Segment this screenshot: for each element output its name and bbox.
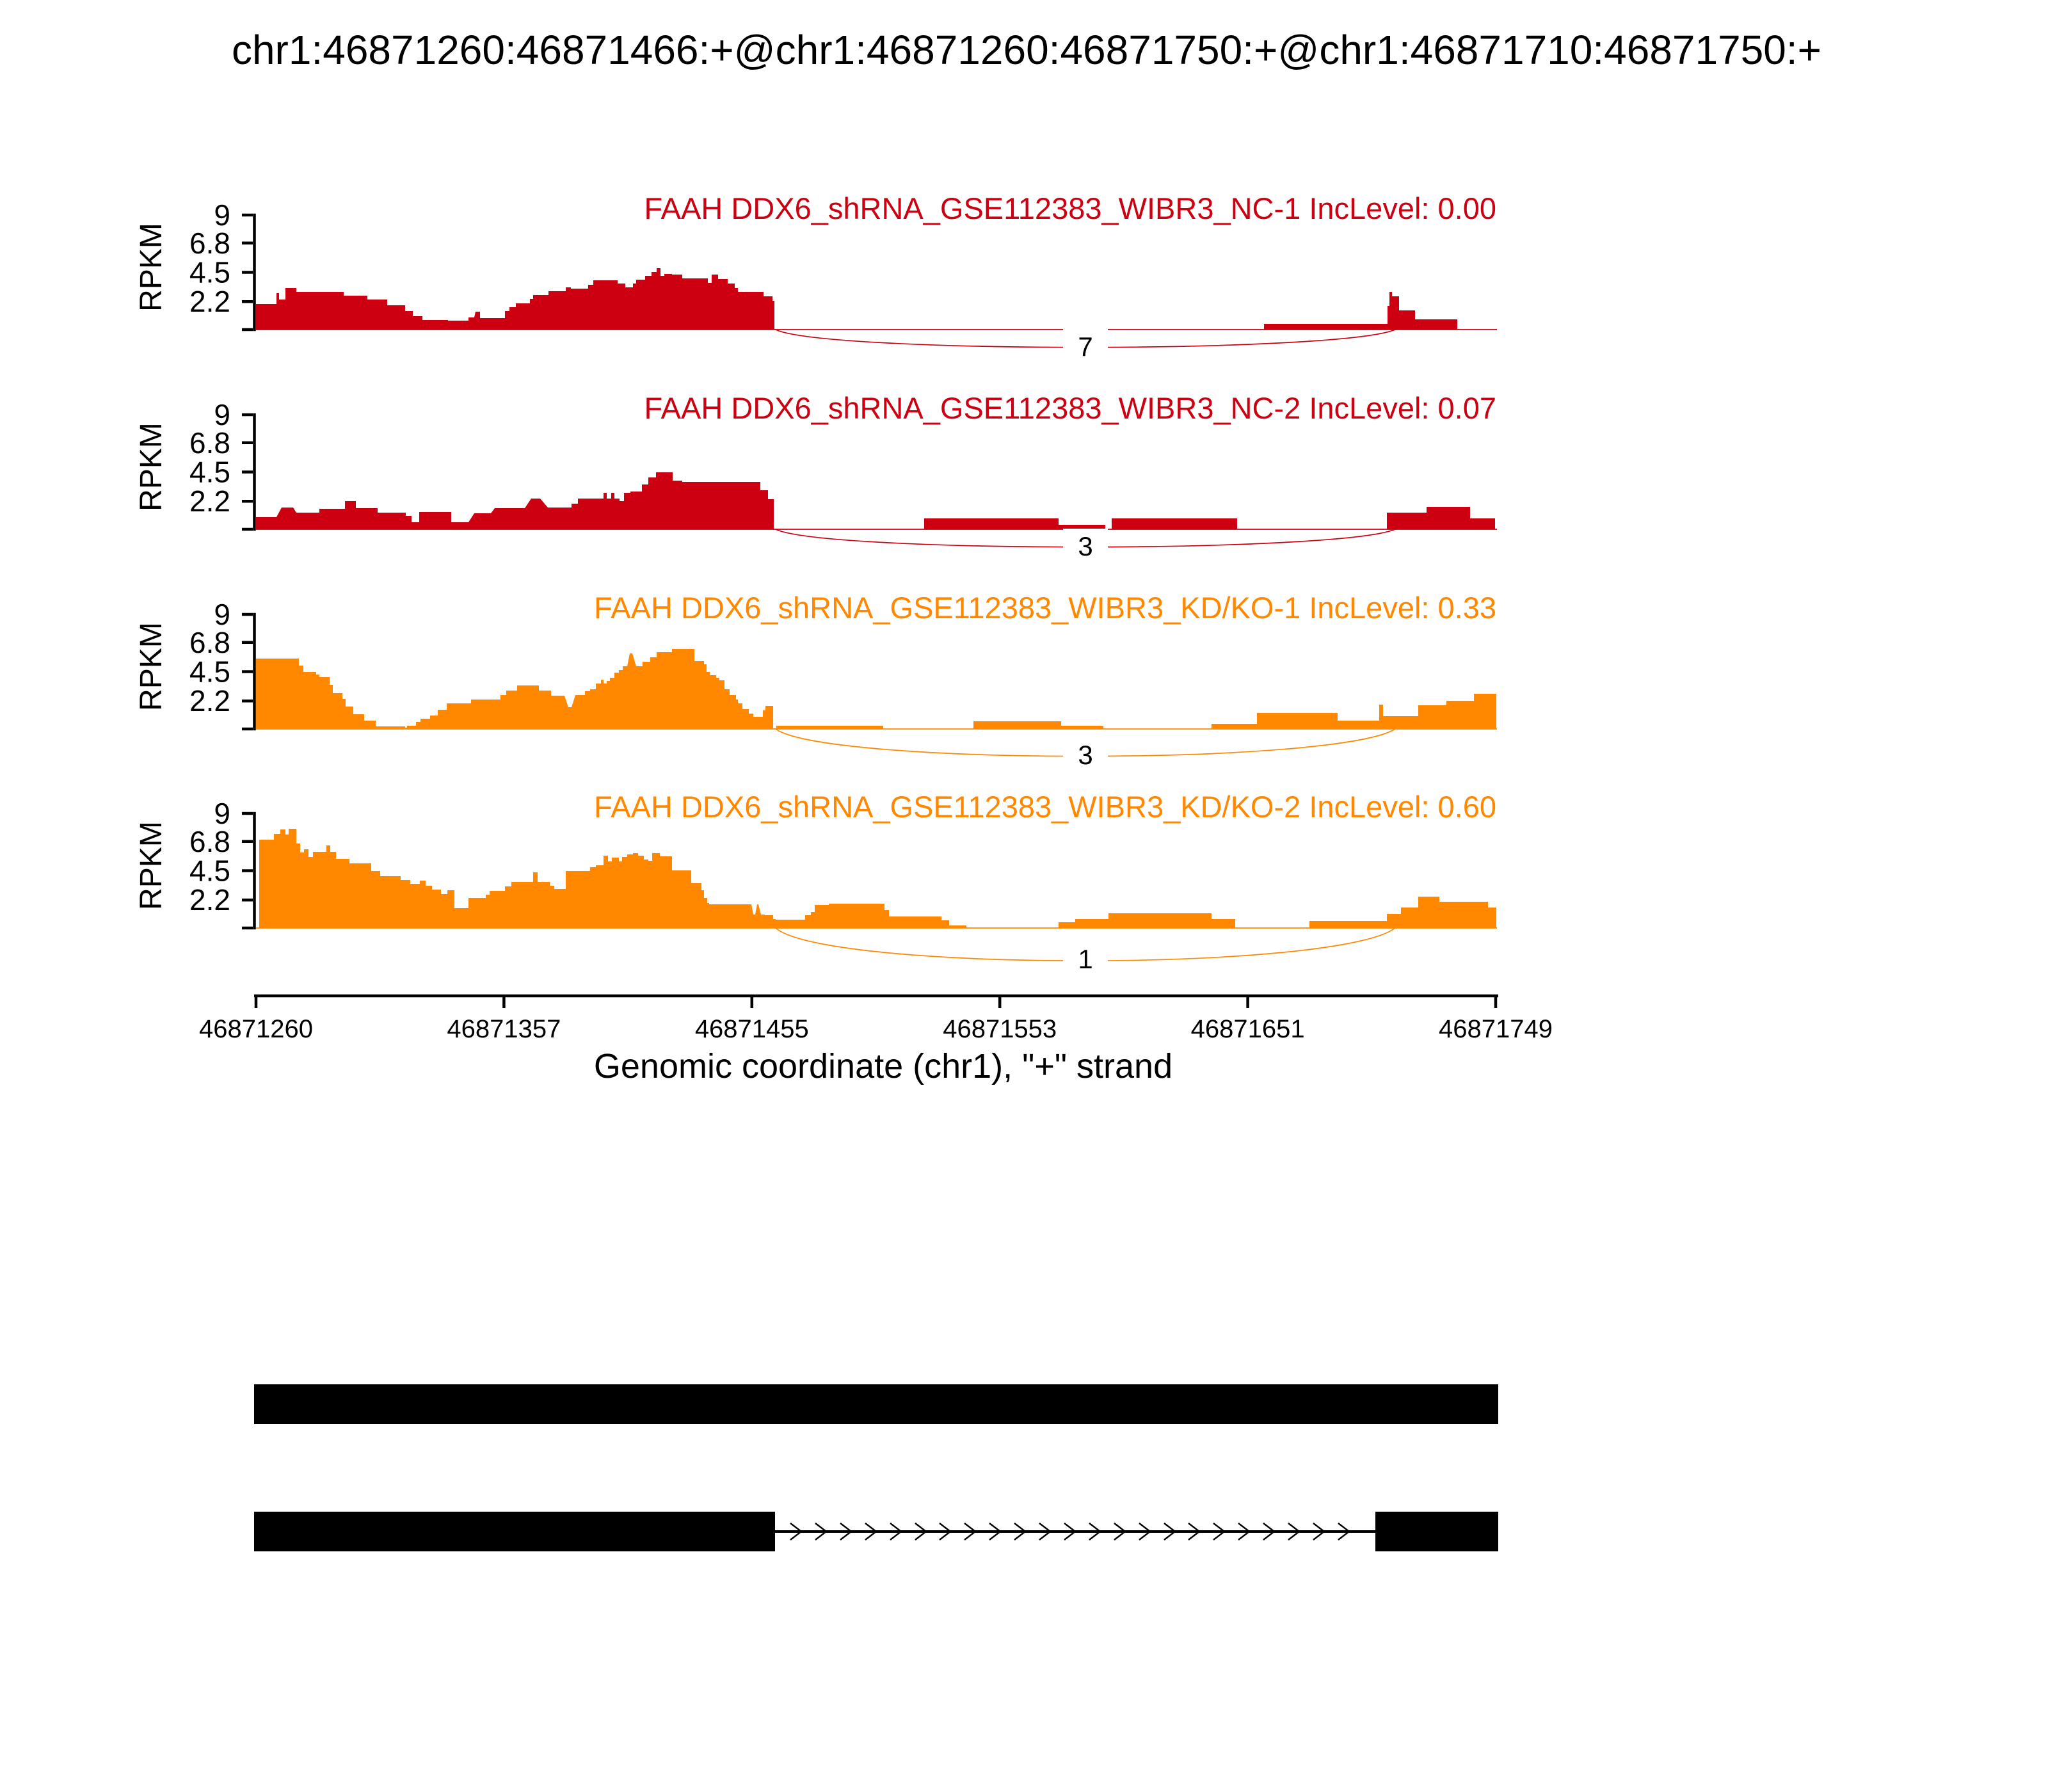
- svg-text:3: 3: [1078, 531, 1092, 561]
- svg-text:9: 9: [214, 398, 230, 431]
- svg-text:FAAH DDX6_shRNA_GSE112383_WIBR: FAAH DDX6_shRNA_GSE112383_WIBR3_KD/KO-2 …: [594, 790, 1496, 824]
- svg-text:chr1:46871260:46871466:+@chr1:: chr1:46871260:46871466:+@chr1:46871260:4…: [232, 27, 1821, 73]
- svg-text:6.8: 6.8: [189, 626, 230, 659]
- svg-text:4.5: 4.5: [189, 456, 230, 489]
- svg-text:4.5: 4.5: [189, 854, 230, 888]
- svg-text:RPKM: RPKM: [134, 223, 168, 312]
- svg-text:2.2: 2.2: [189, 883, 230, 916]
- svg-text:46871651: 46871651: [1191, 1015, 1305, 1043]
- svg-text:46871260: 46871260: [199, 1015, 313, 1043]
- svg-text:9: 9: [214, 598, 230, 631]
- svg-text:2.2: 2.2: [189, 285, 230, 318]
- svg-text:FAAH DDX6_shRNA_GSE112383_WIBR: FAAH DDX6_shRNA_GSE112383_WIBR3_KD/KO-1 …: [594, 591, 1496, 625]
- svg-text:46871553: 46871553: [943, 1015, 1057, 1043]
- svg-text:3: 3: [1078, 740, 1092, 770]
- svg-text:7: 7: [1078, 332, 1092, 362]
- svg-text:4.5: 4.5: [189, 256, 230, 289]
- svg-text:Genomic coordinate (chr1), "+": Genomic coordinate (chr1), "+" strand: [594, 1047, 1172, 1085]
- svg-text:6.8: 6.8: [189, 825, 230, 858]
- svg-text:6.8: 6.8: [189, 426, 230, 460]
- svg-text:RPKM: RPKM: [134, 422, 168, 511]
- svg-text:9: 9: [214, 797, 230, 830]
- svg-text:RPKM: RPKM: [134, 622, 168, 711]
- svg-text:46871749: 46871749: [1439, 1015, 1553, 1043]
- svg-text:6.8: 6.8: [189, 227, 230, 260]
- svg-text:RPKM: RPKM: [134, 821, 168, 910]
- svg-text:1: 1: [1078, 944, 1092, 974]
- svg-text:46871357: 46871357: [447, 1015, 561, 1043]
- svg-text:46871455: 46871455: [695, 1015, 809, 1043]
- svg-text:FAAH DDX6_shRNA_GSE112383_WIBR: FAAH DDX6_shRNA_GSE112383_WIBR3_NC-1 Inc…: [644, 191, 1496, 225]
- svg-text:2.2: 2.2: [189, 684, 230, 717]
- svg-text:FAAH DDX6_shRNA_GSE112383_WIBR: FAAH DDX6_shRNA_GSE112383_WIBR3_NC-2 Inc…: [644, 391, 1496, 425]
- svg-text:9: 9: [214, 198, 230, 232]
- svg-text:2.2: 2.2: [189, 484, 230, 518]
- svg-text:4.5: 4.5: [189, 655, 230, 689]
